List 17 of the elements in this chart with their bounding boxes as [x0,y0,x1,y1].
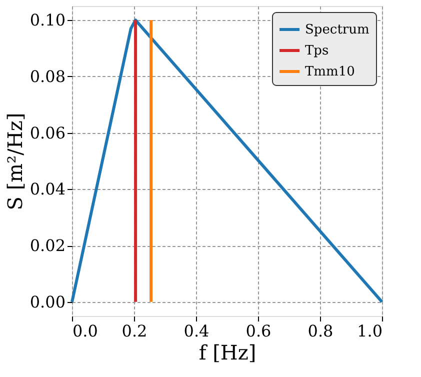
legend-label: Tmm10 [305,64,355,80]
x-tick-label: 0.8 [308,322,334,340]
y-tick-label: 0.02 [30,236,66,256]
y-tick-label: 0.06 [30,123,66,142]
x-tick-label: 1.0 [357,322,382,340]
y-tick-label: 0.00 [30,292,66,312]
x-tick-label: 0.6 [246,322,272,340]
y-axis-title: S [m²/Hz] [2,112,27,210]
x-axis-title: f [Hz] [198,340,256,364]
x-tick-label: 0.4 [184,322,210,340]
y-tick-label: 0.04 [30,180,66,199]
legend-label: Spectrum [305,22,370,38]
x-tick-label: 0.2 [122,322,148,340]
y-tick-label: 0.08 [30,66,66,86]
legend-label: Tps [305,44,329,58]
y-tick-label: 0.10 [30,10,66,30]
x-tick-label: 0.0 [72,322,98,340]
